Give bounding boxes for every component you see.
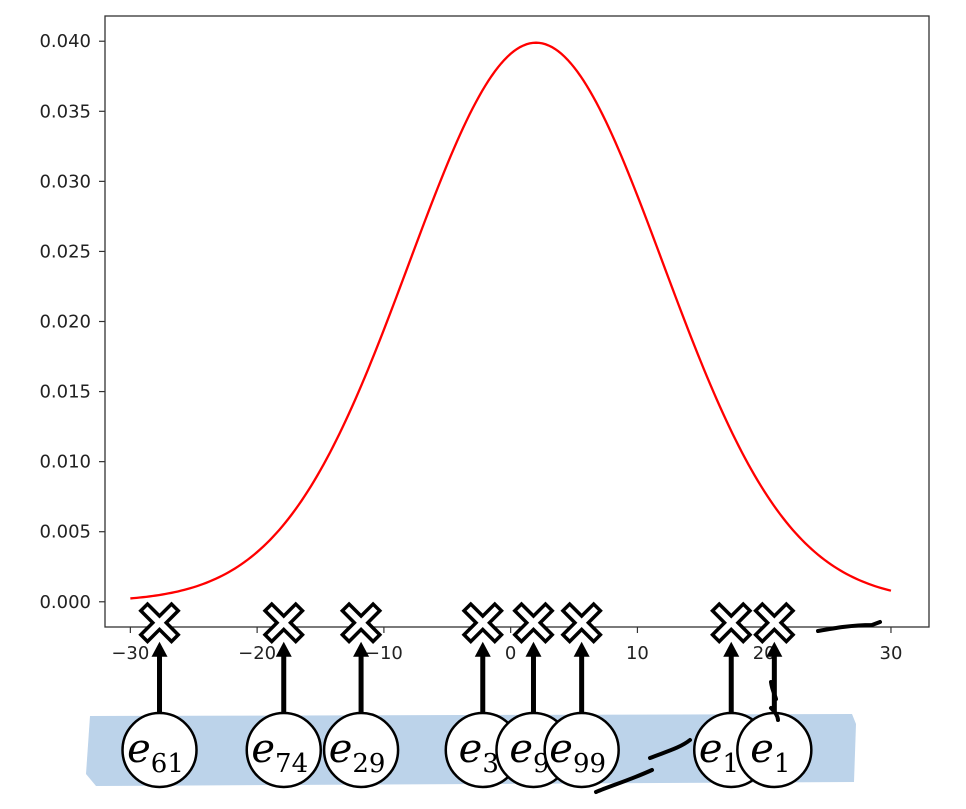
sample-arrow-head xyxy=(723,641,740,657)
y-tick-label: 0.005 xyxy=(39,522,91,543)
sample-arrow-head xyxy=(766,641,783,657)
x-tick-label: 20 xyxy=(753,643,776,664)
sample-arrow-head xyxy=(474,641,491,657)
x-tick-label: −10 xyxy=(365,643,403,664)
pen-stroke xyxy=(769,706,780,722)
density-curve xyxy=(130,41,892,600)
scribble-layer xyxy=(594,620,882,794)
sample-marker-x xyxy=(512,601,555,644)
sample-marker-x xyxy=(339,601,383,644)
axes-layer: 0.000 0.005 0.010 0.015 0.020 0.025 0.030 0.035… xyxy=(39,15,930,664)
sample-marker-x xyxy=(753,601,796,644)
sample-node-label: e29 xyxy=(329,726,386,779)
sample-node-label: e99 xyxy=(549,726,606,779)
y-tick-label: 0.035 xyxy=(39,101,91,122)
sample-arrow-head xyxy=(353,641,370,657)
sample-node xyxy=(121,711,198,789)
y-tick-label: 0.015 xyxy=(39,382,91,403)
x-tick-label: −30 xyxy=(111,643,149,664)
pen-stroke xyxy=(816,620,882,633)
plot-frame xyxy=(104,15,930,628)
pen-stroke xyxy=(769,680,778,701)
y-tick-label: 0.025 xyxy=(39,241,91,262)
x-tick-label: 30 xyxy=(880,643,903,664)
y-tick-label: 0.020 xyxy=(39,312,91,333)
arrow-layer xyxy=(151,641,783,713)
sample-marker-x xyxy=(560,601,603,644)
x-tick-label: 10 xyxy=(626,643,649,664)
sample-node xyxy=(543,711,620,789)
sample-marker-x xyxy=(710,601,753,644)
y-tick-label: 0.000 xyxy=(39,592,91,613)
sample-node-label: e1 xyxy=(750,726,790,779)
sample-node-label: e74 xyxy=(251,726,308,779)
y-tick-label: 0.010 xyxy=(39,452,91,473)
sample-marker-x xyxy=(138,601,181,644)
pen-stroke xyxy=(594,768,654,794)
x-tick-label: 0 xyxy=(505,643,516,664)
sample-node xyxy=(245,711,322,789)
curve-layer xyxy=(130,41,892,600)
y-tick-label: 0.040 xyxy=(39,31,91,52)
marker-layer xyxy=(138,601,796,644)
sample-arrow-head xyxy=(151,641,168,657)
sample-node-label: e3 xyxy=(459,726,499,779)
sample-arrow-head xyxy=(525,641,542,657)
sample-arrow-head xyxy=(573,641,590,657)
x-tick-label: −20 xyxy=(238,643,276,664)
y-tick-label: 0.030 xyxy=(39,171,91,192)
sample-node-label: e61 xyxy=(127,726,184,779)
node-layer: e61e74e29e3e9e99e10e1 xyxy=(121,711,813,789)
sample-marker-x xyxy=(262,601,305,644)
pen-stroke xyxy=(648,738,692,760)
sample-marker-x xyxy=(461,601,504,644)
sample-arrow-head xyxy=(275,641,292,657)
sample-node xyxy=(322,711,400,789)
